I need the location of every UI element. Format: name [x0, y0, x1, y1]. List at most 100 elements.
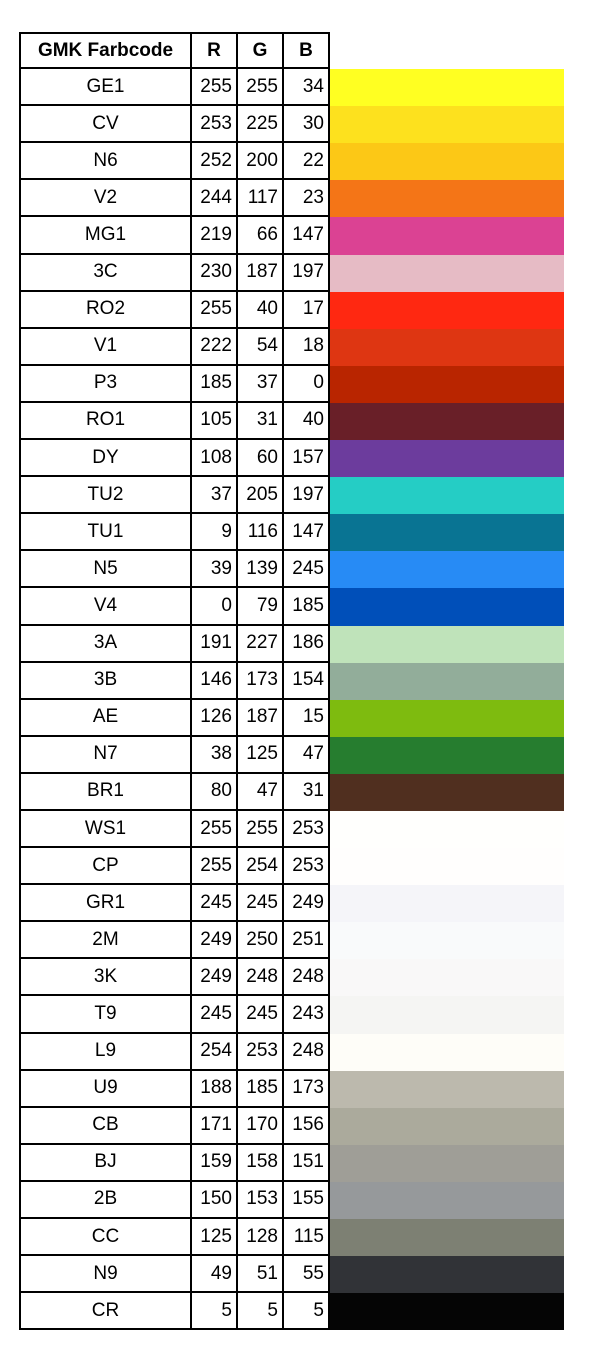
- value-g: 254: [238, 848, 284, 886]
- color-code: P3: [19, 365, 192, 403]
- color-code: CR: [19, 1293, 192, 1331]
- color-code: DY: [19, 440, 192, 478]
- color-swatch: [330, 440, 564, 478]
- value-b: 245: [284, 551, 330, 589]
- value-b: 23: [284, 180, 330, 218]
- color-code: 3C: [19, 254, 192, 292]
- color-swatch: [330, 328, 564, 366]
- value-g: 31: [238, 402, 284, 441]
- value-r: 188: [192, 1070, 238, 1108]
- color-swatch: [330, 625, 564, 663]
- value-g: 66: [238, 217, 284, 255]
- value-r: 159: [192, 1144, 238, 1182]
- color-code: BJ: [19, 1144, 192, 1182]
- value-g: 153: [238, 1181, 284, 1219]
- color-swatch: [330, 1033, 564, 1071]
- value-g: 173: [238, 662, 284, 700]
- color-table: GMK Farbcode R G B GE1 255 255 34 CV 253 225 30…: [19, 32, 564, 1331]
- value-b: 17: [284, 291, 330, 329]
- value-b: 248: [284, 1033, 330, 1071]
- value-g: 200: [238, 143, 284, 181]
- table-row: TU1 9 116 147: [19, 514, 564, 552]
- color-swatch: [330, 1219, 564, 1257]
- table-row: CR 5 5 5: [19, 1293, 564, 1331]
- color-code: N9: [19, 1256, 192, 1294]
- color-swatch: [330, 1181, 564, 1219]
- value-g: 225: [238, 106, 284, 144]
- value-r: 80: [192, 773, 238, 811]
- value-g: 255: [238, 810, 284, 849]
- value-b: 157: [284, 440, 330, 478]
- table-row: 3K 249 248 248: [19, 959, 564, 997]
- value-g: 170: [238, 1107, 284, 1145]
- table-row: N6 252 200 22: [19, 143, 564, 181]
- value-g: 125: [238, 736, 284, 774]
- color-swatch: [330, 699, 564, 737]
- color-code: 3A: [19, 625, 192, 663]
- value-b: 197: [284, 254, 330, 292]
- color-code: WS1: [19, 810, 192, 849]
- value-r: 255: [192, 810, 238, 849]
- value-r: 108: [192, 440, 238, 478]
- color-code: CB: [19, 1107, 192, 1145]
- color-swatch: [330, 1107, 564, 1145]
- value-r: 185: [192, 365, 238, 403]
- value-b: 147: [284, 217, 330, 255]
- color-code: 2M: [19, 922, 192, 960]
- value-g: 51: [238, 1256, 284, 1294]
- color-swatch: [330, 514, 564, 552]
- value-g: 245: [238, 885, 284, 923]
- value-g: 128: [238, 1219, 284, 1257]
- value-g: 79: [238, 588, 284, 626]
- color-code: TU1: [19, 514, 192, 552]
- color-swatch: [330, 477, 564, 515]
- value-r: 255: [192, 69, 238, 107]
- value-b: 155: [284, 1181, 330, 1219]
- color-code: L9: [19, 1033, 192, 1071]
- value-b: 249: [284, 885, 330, 923]
- color-swatch: [330, 1144, 564, 1182]
- color-swatch: [330, 291, 564, 329]
- color-swatch: [330, 1256, 564, 1294]
- color-code: RO1: [19, 402, 192, 441]
- color-swatch: [330, 662, 564, 700]
- color-swatch: [330, 365, 564, 403]
- value-g: 116: [238, 514, 284, 552]
- value-g: 187: [238, 699, 284, 737]
- value-b: 40: [284, 402, 330, 441]
- value-r: 230: [192, 254, 238, 292]
- value-r: 146: [192, 662, 238, 700]
- table-row: V4 0 79 185: [19, 588, 564, 626]
- color-code: 2B: [19, 1181, 192, 1219]
- color-swatch: [330, 217, 564, 255]
- color-swatch: [330, 736, 564, 774]
- value-g: 158: [238, 1144, 284, 1182]
- color-code: CP: [19, 848, 192, 886]
- value-g: 245: [238, 996, 284, 1034]
- table-row: GR1 245 245 249: [19, 885, 564, 923]
- value-g: 248: [238, 959, 284, 997]
- color-code: N5: [19, 551, 192, 589]
- value-b: 185: [284, 588, 330, 626]
- table-row: T9 245 245 243: [19, 996, 564, 1034]
- value-b: 31: [284, 773, 330, 811]
- header-b: B: [284, 32, 330, 70]
- color-swatch: [330, 922, 564, 960]
- value-r: 249: [192, 959, 238, 997]
- table-row: CP 255 254 253: [19, 848, 564, 886]
- color-swatch: [330, 1293, 564, 1331]
- value-b: 243: [284, 996, 330, 1034]
- color-swatch: [330, 810, 564, 849]
- color-swatch: [330, 402, 564, 441]
- value-r: 191: [192, 625, 238, 663]
- value-r: 222: [192, 328, 238, 366]
- value-g: 185: [238, 1070, 284, 1108]
- color-swatch: [330, 143, 564, 181]
- color-code: 3B: [19, 662, 192, 700]
- value-r: 252: [192, 143, 238, 181]
- header-swatch-blank: [330, 32, 564, 69]
- color-swatch: [330, 106, 564, 144]
- value-r: 49: [192, 1256, 238, 1294]
- table-row: CB 171 170 156: [19, 1107, 564, 1145]
- value-g: 205: [238, 477, 284, 515]
